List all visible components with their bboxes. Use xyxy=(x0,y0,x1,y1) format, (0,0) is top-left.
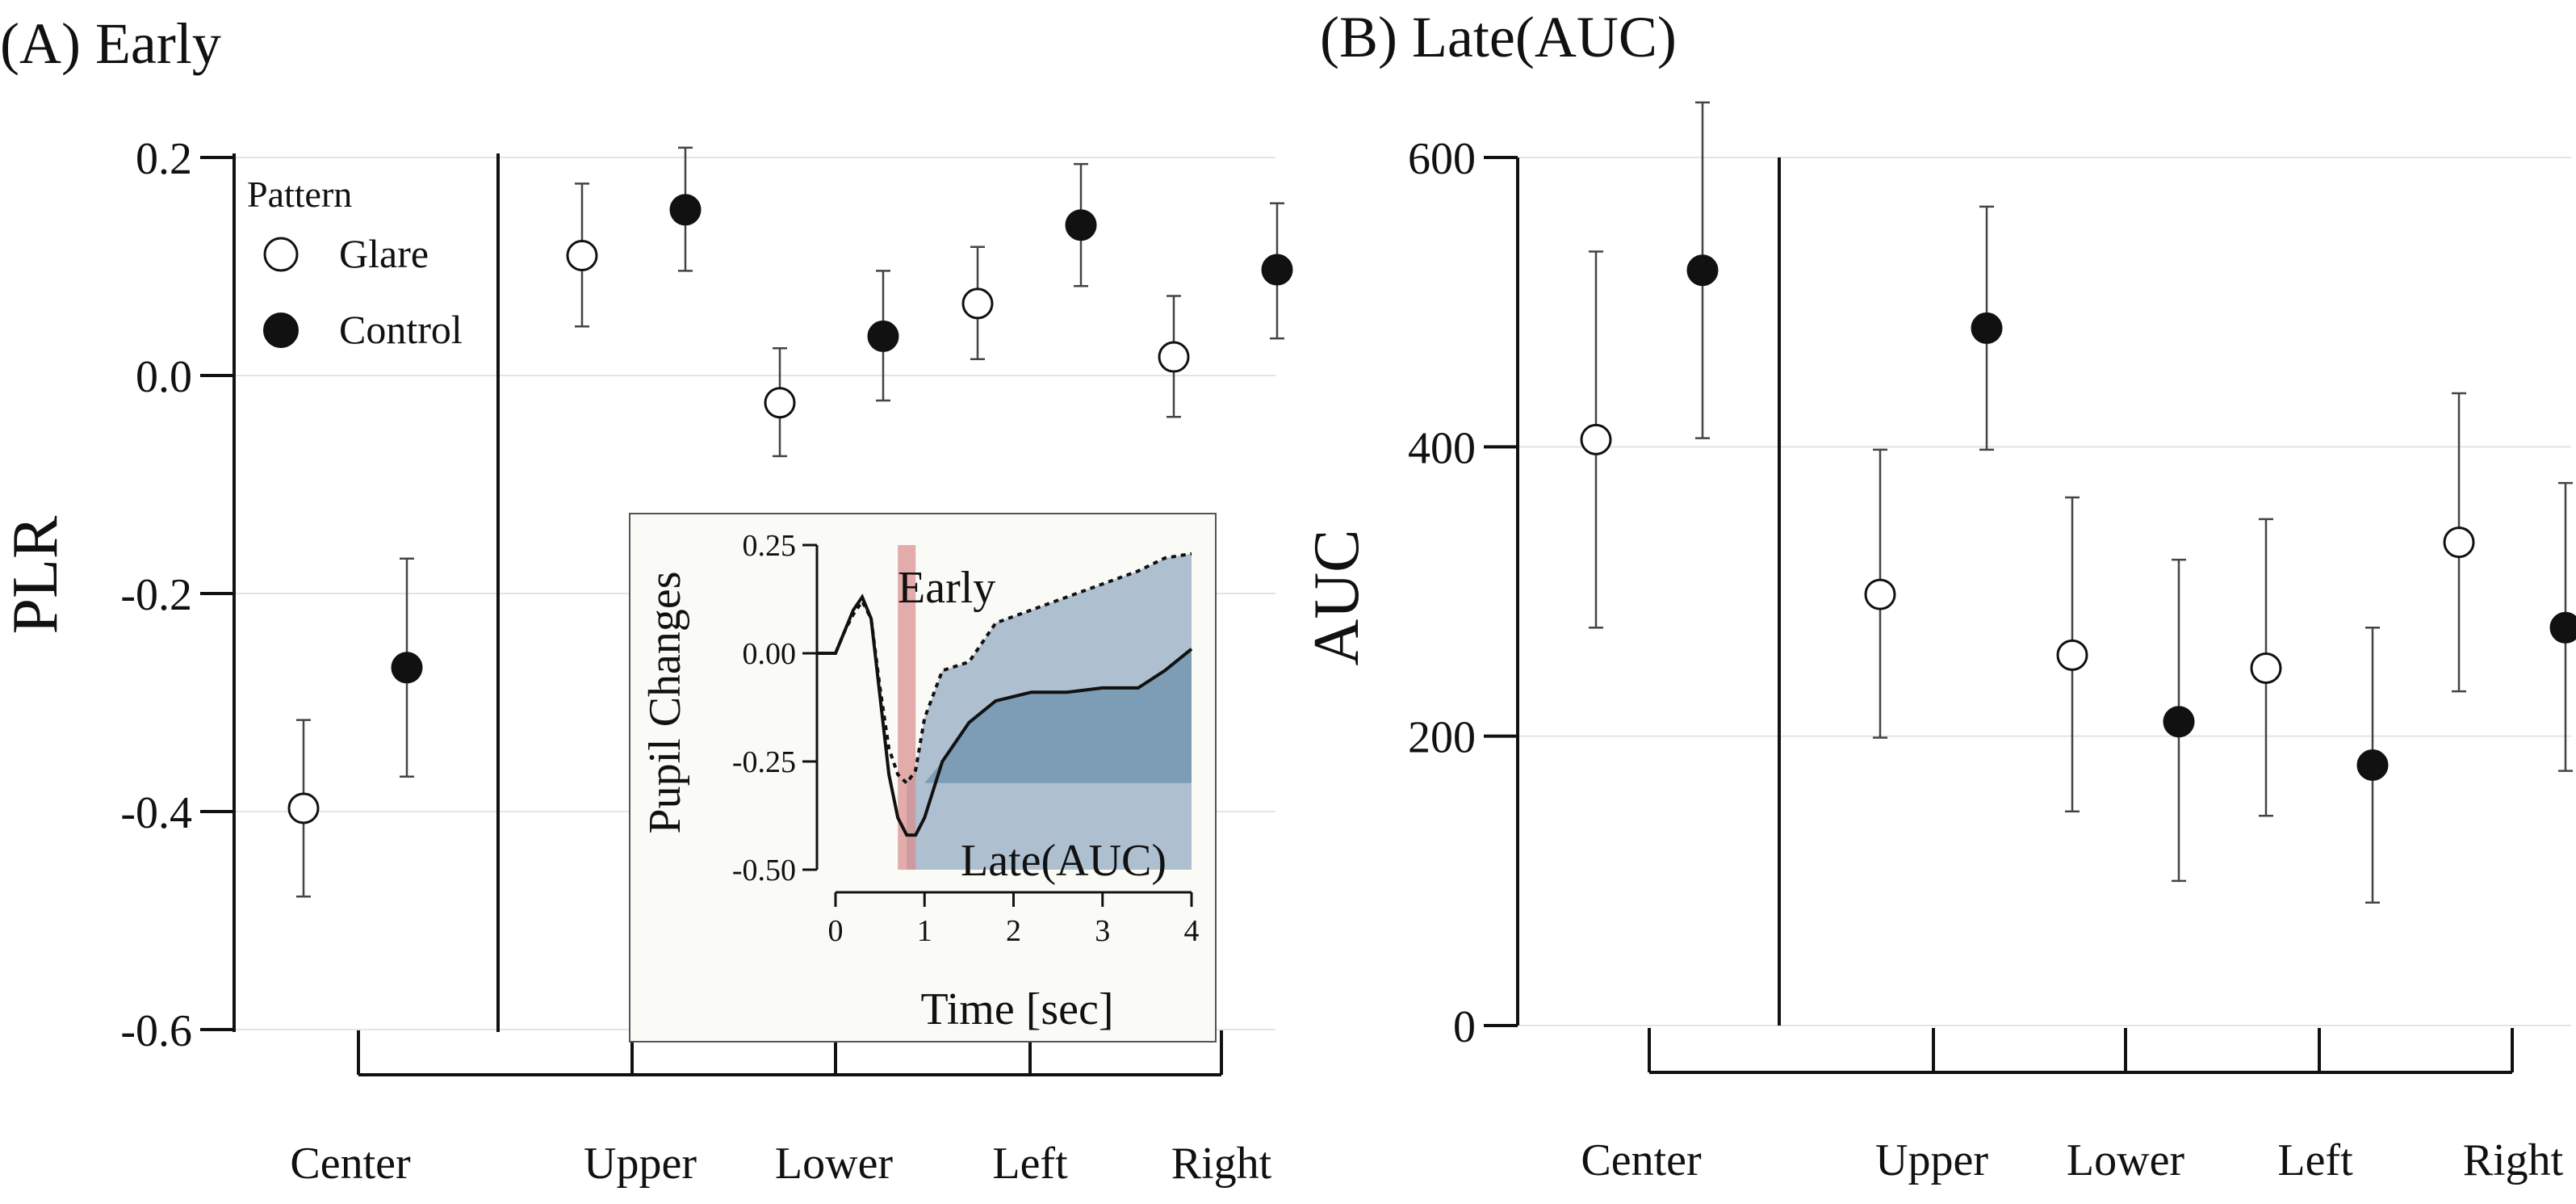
legend-title: Pattern xyxy=(247,174,352,215)
panel-a-ytick-label: -0.2 xyxy=(120,570,192,620)
inset-xtick-label: 3 xyxy=(1095,914,1110,948)
panel-a-ytick-label: 0.0 xyxy=(136,352,192,402)
panel-a-xtick-label: Center xyxy=(290,1139,411,1189)
panel-a-plot: 0.2 0.0 -0.2 -0.4 -0.6 Center Upper Lower Left Ri… xyxy=(120,134,1293,1189)
panel-a-ytick-label: 0.2 xyxy=(136,134,192,184)
panel-b-glare-point xyxy=(2443,526,2475,559)
panel-a-xtick-label: Right xyxy=(1171,1139,1272,1189)
panel-a-glare-point xyxy=(566,240,598,271)
legend-glare-marker xyxy=(263,237,299,272)
panel-b-ytick-label: 0 xyxy=(1453,1002,1476,1052)
panel-a-ytick-label: -0.6 xyxy=(120,1006,192,1056)
legend: Pattern Glare Control xyxy=(247,174,463,352)
panel-a-glare-point xyxy=(961,287,994,320)
panel-b-glare-point xyxy=(2250,652,2282,684)
panel-b-plot: 600 400 200 0 Center Upper Lower Left Right xyxy=(1408,101,2576,1185)
panel-b-xtick-label: Left xyxy=(2277,1135,2353,1185)
inset-late-area-base xyxy=(907,782,1192,870)
inset-ytick-label: -0.25 xyxy=(732,745,796,779)
inset-early-band xyxy=(898,545,916,870)
panel-b-title: (B) Late(AUC) xyxy=(1320,5,1677,69)
inset-ytick-label: 0.25 xyxy=(743,529,797,563)
inset-late-area-dark xyxy=(907,648,1192,783)
panel-a-control-point xyxy=(867,320,899,352)
legend-control-marker xyxy=(263,313,299,348)
panel-b-control-point xyxy=(2549,611,2576,644)
inset-control-curve xyxy=(817,594,1193,837)
inset-glare-curve xyxy=(817,552,1192,786)
panel-b-ylabel: AUC xyxy=(1301,530,1372,666)
panel-b-control-point xyxy=(1686,254,1719,287)
inset-late-label: Late(AUC) xyxy=(961,836,1167,886)
legend-glare-label: Glare xyxy=(339,231,429,276)
panel-a-xtick-label: Left xyxy=(992,1139,1068,1189)
panel-a-glare-point xyxy=(1158,341,1190,373)
panel-b-glare-point xyxy=(1864,578,1896,610)
panel-a-ytick-label: -0.4 xyxy=(120,788,192,838)
inset-ytick-label: -0.50 xyxy=(732,854,796,887)
panel-b-xtick-label: Right xyxy=(2463,1135,2564,1185)
panel-a-xtick-label: Upper xyxy=(584,1139,697,1189)
inset-xlabel: Time [sec] xyxy=(920,984,1113,1034)
inset-plot: 0.25 0.00 -0.25 -0.50 0 1 2 3 4 xyxy=(732,529,1200,948)
panel-b-xtick-label: Lower xyxy=(2067,1135,2185,1185)
panel-a-control-point xyxy=(1261,254,1293,286)
panel-b-control-point xyxy=(1971,312,2003,344)
inset-chart: 0.250.00-0.25-0.500 1 2 3 4 Early Late(AUC) … xyxy=(629,513,1217,1042)
panel-a-ylabel: PLR xyxy=(0,515,71,634)
panel-a-control-point xyxy=(1065,209,1097,241)
panel-b-ytick-label: 200 xyxy=(1408,713,1476,763)
panel-a-glare-point xyxy=(764,387,796,419)
panel-b-ytick-label: 600 xyxy=(1408,134,1476,184)
panel-b-control-point xyxy=(2163,706,2195,738)
panel-b-glare-point xyxy=(1580,423,1612,455)
inset-ytick-label: 0.00 xyxy=(743,637,797,671)
panel-b-control-point xyxy=(2356,749,2389,781)
inset-xtick-label: 0 xyxy=(828,914,844,948)
inset-early-label: Early xyxy=(898,563,995,613)
inset-ylabel: Pupil Changes xyxy=(640,571,690,833)
panel-b-xtick-label: Upper xyxy=(1875,1135,1988,1185)
panel-a-glare-point xyxy=(287,792,320,824)
panel-b-xtick-label: Center xyxy=(1581,1135,1702,1185)
panel-a-title: (A) Early xyxy=(0,11,221,76)
panel-a-xtick-label: Lower xyxy=(775,1139,894,1189)
panel-b-ytick-label: 400 xyxy=(1408,423,1476,473)
panel-a-control-point xyxy=(669,194,702,226)
inset-xtick-label: 4 xyxy=(1184,914,1200,948)
inset-xtick-label: 1 xyxy=(917,914,932,948)
panel-a-control-point xyxy=(391,652,423,684)
legend-control-label: Control xyxy=(339,307,463,352)
inset-xtick-label: 2 xyxy=(1006,914,1021,948)
panel-b-glare-point xyxy=(2056,639,2088,671)
